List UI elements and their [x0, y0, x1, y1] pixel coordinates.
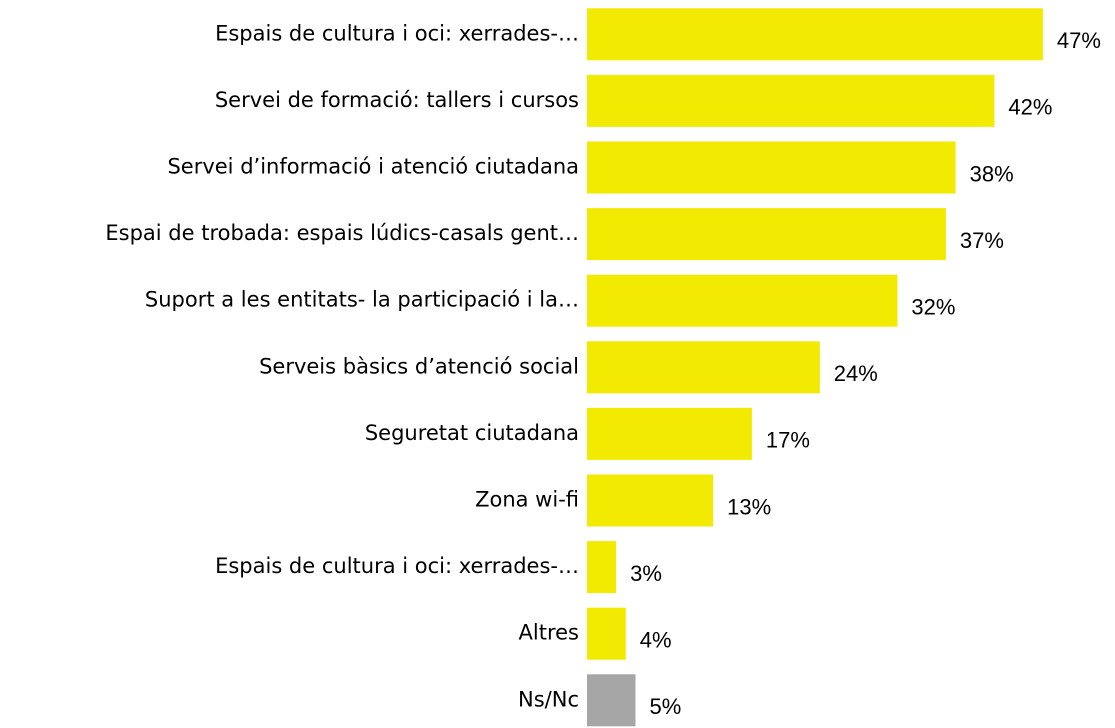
category-label: Ns/Nc [518, 687, 579, 711]
value-label: 3% [630, 561, 662, 586]
bar [587, 607, 626, 660]
value-label: 47% [1057, 28, 1101, 53]
category-label: Espais de cultura i oci: xerrades-… [215, 554, 579, 578]
bar [587, 8, 1043, 61]
bar [587, 674, 636, 727]
value-label: 4% [640, 628, 672, 653]
value-label: 13% [727, 494, 771, 519]
bar [587, 274, 898, 327]
bar [587, 341, 820, 394]
value-label: 24% [834, 361, 878, 386]
category-label: Serveis bàsics d’atenció social [259, 354, 579, 378]
category-label: Seguretat ciutadana [365, 421, 579, 445]
bar [587, 407, 752, 460]
category-label: Servei d’informació i atenció ciutadana [167, 155, 579, 179]
bar [587, 141, 956, 194]
bar [587, 474, 714, 527]
value-label: 38% [970, 161, 1014, 186]
category-label: Altres [519, 621, 579, 645]
category-label: Suport a les entitats- la participació i… [145, 288, 579, 312]
category-label: Servei de formació: tallers i cursos [215, 88, 579, 112]
bar [587, 74, 995, 127]
value-label: 42% [1008, 95, 1052, 120]
value-label: 32% [911, 295, 955, 320]
value-label: 17% [766, 428, 810, 453]
category-label: Espais de cultura i oci: xerrades-… [215, 21, 579, 45]
bar [587, 541, 617, 594]
category-label: Espai de trobada: espais lúdics-casals g… [105, 221, 579, 245]
category-label: Zona wi-fi [475, 488, 579, 512]
value-label: 5% [650, 694, 682, 719]
value-label: 37% [960, 228, 1004, 253]
bar [587, 208, 946, 261]
